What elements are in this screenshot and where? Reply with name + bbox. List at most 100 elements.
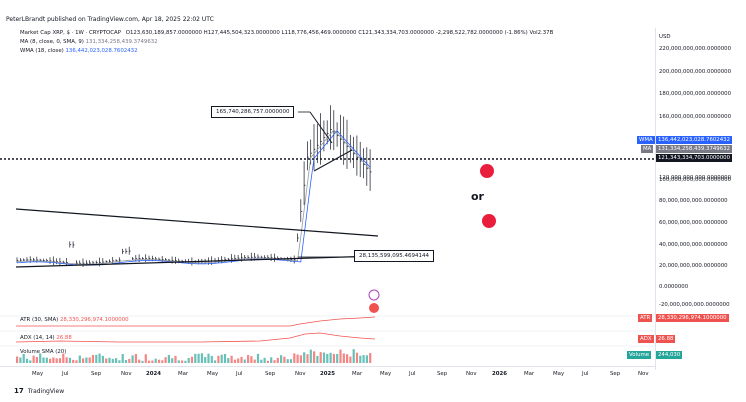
- volume-bar: [296, 354, 299, 363]
- volume-bar: [128, 358, 131, 363]
- adx-legend-label: ADX (14, 14): [20, 335, 55, 341]
- atr-legend-value: 28,330,296,974.1000000: [60, 317, 129, 323]
- x-tick: Jul: [236, 371, 243, 377]
- x-tick: Mar: [524, 371, 535, 377]
- volume-bar: [362, 355, 365, 363]
- x-tick: Sep: [91, 371, 102, 377]
- y-tick: 20,000,000,000.0000000: [659, 263, 728, 269]
- adx-legend[interactable]: ADX (14, 14) 26.88: [20, 335, 72, 341]
- volume-bar: [174, 355, 177, 363]
- volume-bar: [260, 359, 263, 363]
- volume-bar: [342, 353, 345, 363]
- volume-bar: [316, 355, 319, 363]
- volume-bar: [283, 356, 286, 363]
- volume-bar: [210, 355, 213, 363]
- volume-bar: [286, 359, 289, 363]
- x-tick: Nov: [638, 371, 649, 377]
- callout-lower-value: 28,135,599,095.4694144: [354, 250, 434, 262]
- event-icon-flag: [369, 303, 379, 313]
- volume-bar: [237, 358, 240, 363]
- currency-label[interactable]: USD: [659, 34, 671, 40]
- volume-bar: [75, 360, 78, 363]
- volume-legend-label: Volume SMA (20): [20, 349, 67, 355]
- volume-bar: [329, 352, 332, 363]
- x-tick: May: [553, 371, 565, 377]
- volume-bar: [207, 353, 210, 363]
- x-tick: May: [380, 371, 392, 377]
- volume-bar: [105, 358, 108, 363]
- last-price-badge: 121,343,334,703.0000000: [656, 154, 733, 162]
- volume-bars: [16, 349, 372, 363]
- volume-bar: [167, 354, 170, 363]
- volume-bar: [293, 353, 296, 363]
- volume-bar: [115, 358, 118, 363]
- atr-legend[interactable]: ATR (30, SMA) 28,330,296,974.1000000: [20, 317, 129, 323]
- ma-legend-label: MA (8, close, 0, SMA, 9): [20, 39, 84, 45]
- volume-bar: [276, 357, 279, 363]
- x-tick: 2026: [492, 371, 508, 377]
- adx-tag-badge: ADX: [638, 335, 654, 343]
- volume-bar: [355, 352, 359, 363]
- volume-bar: [65, 357, 68, 363]
- atr-line: [16, 316, 376, 327]
- x-tick: Jul: [62, 371, 69, 377]
- event-icon-lightning: [368, 289, 380, 301]
- x-tick: 2025: [320, 371, 336, 377]
- y-tick: 80,000,000,000.0000000: [659, 198, 728, 204]
- ma-legend-value: 131,334,258,439.3749632: [85, 39, 158, 45]
- tradingview-logo-text: TradingView: [27, 388, 65, 395]
- volume-bar: [138, 359, 141, 363]
- volume-bar: [233, 359, 236, 363]
- volume-bar: [326, 353, 329, 363]
- ma-tag-badge: MA: [641, 145, 654, 153]
- y-tick: 40,000,000,000.0000000: [659, 242, 728, 248]
- x-tick: Nov: [295, 371, 306, 377]
- ma-legend[interactable]: MA (8, close, 0, SMA, 9) 131,334,258,439…: [20, 39, 158, 45]
- price-candles: [16, 105, 372, 268]
- volume-bar: [85, 357, 88, 363]
- target-dot-upper: [480, 164, 494, 178]
- y-tick: -20,000,000,000.0000000: [659, 302, 730, 308]
- volume-bar: [280, 355, 283, 363]
- volume-bar: [319, 352, 322, 363]
- y-tick: 60,000,000,000.0000000: [659, 220, 728, 226]
- y-tick: 100,000,000,000.0000000: [659, 177, 732, 183]
- symbol-title[interactable]: Market Cap XRP, $ · 1W · CRYPTOCAP: [20, 30, 121, 36]
- atr-value-badge: 28,330,296,974.1000000: [656, 314, 729, 322]
- volume-bar: [45, 357, 48, 363]
- y-tick: 180,000,000,000.0000000: [659, 91, 732, 97]
- wma-legend-label: WMA (18, close): [20, 48, 64, 54]
- volume-bar: [78, 355, 81, 363]
- volume-bar: [148, 360, 151, 363]
- adx-value-badge: 26.88: [656, 335, 676, 343]
- wma-legend[interactable]: WMA (18, close) 136,442,023,028.7602432: [20, 48, 138, 54]
- volume-legend[interactable]: Volume SMA (20): [20, 349, 66, 355]
- x-tick: Nov: [121, 371, 132, 377]
- y-tick: 120,000,000,000.0000000: [659, 175, 732, 181]
- volume-bar: [49, 358, 52, 363]
- time-axis[interactable]: May Jul Sep Nov 2024 Mar May Jul Sep Nov…: [0, 366, 655, 381]
- volume-bar: [95, 354, 98, 363]
- volume-bar: [220, 354, 223, 363]
- volume-bar: [55, 358, 58, 363]
- volume-bar: [336, 353, 339, 363]
- tradingview-logo[interactable]: 17 TradingView: [14, 387, 64, 395]
- volume-bar: [171, 358, 174, 363]
- volume-bar: [204, 357, 207, 363]
- volume-bar: [16, 356, 19, 363]
- triangle-upper-line: [309, 111, 333, 144]
- adx-line: [15, 332, 376, 343]
- volume-bar: [214, 360, 217, 363]
- volume-bar: [144, 354, 147, 363]
- volume-bar: [154, 358, 157, 363]
- volume-bar: [309, 349, 312, 363]
- volume-bar: [134, 354, 137, 363]
- volume-bar: [52, 357, 55, 363]
- volume-bar: [256, 353, 260, 363]
- price-axis[interactable]: USD 220,000,000,000.0000000 200,000,000,…: [655, 28, 746, 370]
- volume-bar: [227, 358, 230, 363]
- volume-bar: [200, 353, 203, 363]
- volume-bar: [369, 353, 372, 363]
- y-tick: 200,000,000,000.0000000: [659, 69, 732, 75]
